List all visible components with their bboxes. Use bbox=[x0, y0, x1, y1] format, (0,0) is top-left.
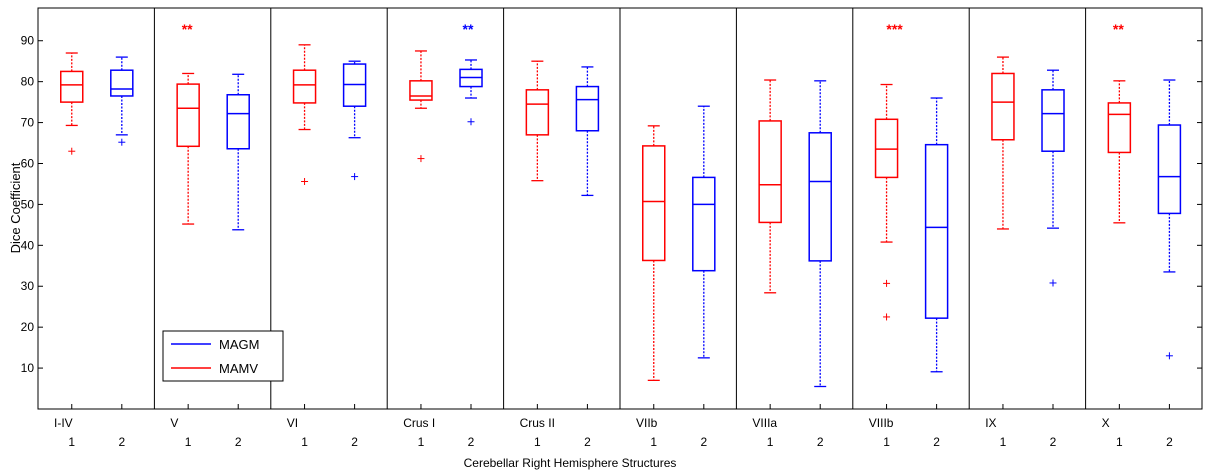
y-tick-label: 50 bbox=[21, 197, 35, 211]
group-panels bbox=[153, 8, 1087, 409]
legend: MAGM MAMV bbox=[162, 330, 284, 382]
group-label: Crus II bbox=[520, 416, 555, 430]
significance-marker: ** bbox=[182, 21, 193, 37]
box-viib-2-box bbox=[692, 176, 716, 272]
x-tick-label: 1 bbox=[1000, 435, 1007, 449]
box-vi-2-outlier bbox=[351, 173, 359, 181]
y-tick-label: 30 bbox=[21, 279, 35, 293]
box-ix-1-box bbox=[991, 72, 1015, 141]
box-crusi-1-box bbox=[409, 80, 433, 101]
box-viiib-1-box bbox=[874, 118, 899, 179]
box-v-2-box bbox=[226, 93, 250, 150]
legend-frame bbox=[162, 330, 284, 382]
box-x-1-box bbox=[1107, 102, 1132, 154]
box-i-iv-2-box bbox=[110, 69, 134, 97]
box-viib-1-box bbox=[642, 145, 666, 262]
group-label: X bbox=[1102, 416, 1110, 430]
plot-frame bbox=[37, 7, 1203, 410]
group-label: VIIb bbox=[636, 416, 658, 430]
box-viiib-1-outlier bbox=[883, 313, 891, 321]
x-tick-label: 1 bbox=[883, 435, 890, 449]
box-ix-2-outlier bbox=[1049, 279, 1057, 287]
x-tick-label: 1 bbox=[301, 435, 308, 449]
y-axis: 10 20 30 40 50 60 70 80 90 bbox=[21, 34, 1202, 375]
x-tick-label: 2 bbox=[351, 435, 358, 449]
group-label: VIIIb bbox=[869, 416, 894, 430]
x-tick-label: 2 bbox=[468, 435, 475, 449]
group-label: V bbox=[170, 416, 178, 430]
legend-label-mamv: MAMV bbox=[219, 361, 258, 376]
box-v-1-box bbox=[176, 83, 200, 148]
box-crusi-1-outlier bbox=[417, 155, 425, 163]
box-viiib-2-box bbox=[924, 143, 949, 319]
y-tick-label: 60 bbox=[21, 156, 35, 170]
box-x-2-box bbox=[1157, 124, 1182, 215]
y-axis-label: Dice Coefficient bbox=[8, 162, 23, 253]
group-label: VIIIa bbox=[752, 416, 777, 430]
y-tick-label: 70 bbox=[21, 116, 35, 130]
box-vi-1-outlier bbox=[301, 177, 309, 185]
box-ix-2-box bbox=[1041, 89, 1065, 152]
x-tick-label: 2 bbox=[584, 435, 591, 449]
y-tick-label: 90 bbox=[21, 34, 35, 48]
box-x-2-outlier bbox=[1165, 352, 1173, 360]
box-marks bbox=[60, 44, 1182, 388]
group-label: Crus I bbox=[403, 416, 435, 430]
x-tick-label: 1 bbox=[418, 435, 425, 449]
x-tick-label: 1 bbox=[68, 435, 75, 449]
y-tick-label: 20 bbox=[21, 320, 35, 334]
box-viiia-2-box bbox=[808, 132, 832, 262]
x-tick-label: 1 bbox=[534, 435, 541, 449]
group-label: IX bbox=[985, 416, 996, 430]
box-i-iv-1-outlier bbox=[68, 147, 76, 155]
x-tick-label: 2 bbox=[700, 435, 707, 449]
box-viiia-1-box bbox=[758, 120, 782, 224]
x-tick-label: 1 bbox=[185, 435, 192, 449]
group-label: I-IV bbox=[54, 416, 73, 430]
x-tick-label: 1 bbox=[650, 435, 657, 449]
significance-marker: *** bbox=[886, 21, 903, 37]
y-tick-label: 80 bbox=[21, 75, 35, 89]
group-label: VI bbox=[287, 416, 298, 430]
x-tick-label: 2 bbox=[817, 435, 824, 449]
x-tick-label: 2 bbox=[933, 435, 940, 449]
box-crusii-2-box bbox=[575, 85, 600, 132]
significance-marker: ** bbox=[1113, 21, 1124, 37]
box-i-iv-1-box bbox=[60, 70, 84, 103]
x-tick-label: 2 bbox=[1166, 435, 1173, 449]
x-tick-label: 2 bbox=[1050, 435, 1057, 449]
y-tick-label: 10 bbox=[21, 361, 35, 375]
box-viiib-1-outlier bbox=[883, 279, 891, 287]
box-vi-1-box bbox=[292, 69, 317, 104]
significance-marker: ** bbox=[463, 21, 474, 37]
x-axis-label: Cerebellar Right Hemisphere Structures bbox=[464, 456, 677, 470]
box-crusii-1-box bbox=[525, 89, 550, 136]
x-tick-label: 2 bbox=[118, 435, 125, 449]
box-crusi-2-outlier bbox=[467, 118, 475, 126]
y-tick-label: 40 bbox=[21, 238, 35, 252]
x-tick-label: 1 bbox=[1116, 435, 1123, 449]
box-i-iv-2-outlier bbox=[118, 138, 126, 146]
x-tick-label: 1 bbox=[767, 435, 774, 449]
legend-label-magm: MAGM bbox=[219, 337, 259, 352]
x-tick-label: 2 bbox=[235, 435, 242, 449]
